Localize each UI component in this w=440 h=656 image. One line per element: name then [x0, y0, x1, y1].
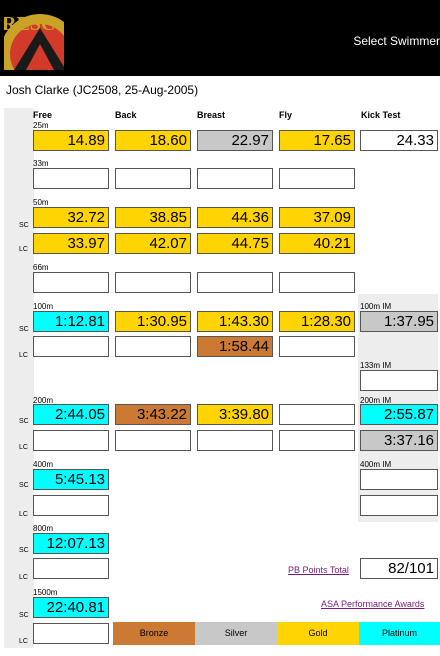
free-66-time[interactable]: [33, 272, 109, 293]
fly-50-sc-time[interactable]: 37.09: [279, 207, 355, 228]
breast-50-lc-time[interactable]: 44.75: [197, 233, 273, 254]
label-sc-1500: SC: [19, 612, 29, 619]
label-lc-800: LC: [19, 574, 28, 581]
fly-100-lc-time[interactable]: [279, 336, 355, 357]
free-100-lc-time[interactable]: [33, 336, 109, 357]
im-400-lc-time[interactable]: [360, 495, 438, 516]
fly-33-time[interactable]: [279, 168, 355, 189]
col-fly: Fly: [279, 110, 293, 120]
label-lc-100: LC: [19, 352, 28, 359]
free-33-time[interactable]: [33, 168, 109, 189]
label-lc-200: LC: [19, 444, 28, 451]
free-200-lc-time[interactable]: [33, 430, 109, 451]
label-200m: 200m: [33, 396, 54, 405]
label-100m: 100m: [33, 302, 54, 311]
label-800m: 800m: [33, 524, 54, 533]
im-200-sc-time[interactable]: 2:55.87: [360, 404, 438, 425]
breast-25-time[interactable]: 22.97: [197, 130, 273, 151]
legend-gold: Gold: [277, 622, 359, 645]
legend-silver: Silver: [195, 622, 277, 645]
swimmer-name: Josh Clarke (JC2508, 25-Aug-2005): [6, 83, 199, 97]
breast-200-sc-time[interactable]: 3:39.80: [197, 404, 273, 425]
back-50-sc-time[interactable]: 38.85: [115, 207, 191, 228]
free-50-sc-time[interactable]: 32.72: [33, 207, 109, 228]
back-200-lc-time[interactable]: [115, 430, 191, 451]
fly-200-sc-time[interactable]: [279, 404, 355, 425]
select-swimmer-link[interactable]: Select Swimmer: [353, 34, 440, 48]
label-66m: 66m: [33, 263, 49, 272]
breast-50-sc-time[interactable]: 44.36: [197, 207, 273, 228]
label-33m: 33m: [33, 159, 49, 168]
back-25-time[interactable]: 18.60: [115, 130, 191, 151]
legend-bronze: Bronze: [113, 622, 195, 645]
back-100-sc-time[interactable]: 1:30.95: [115, 311, 191, 332]
label-sc-200: SC: [19, 418, 29, 425]
breast-33-time[interactable]: [197, 168, 273, 189]
back-66-time[interactable]: [115, 272, 191, 293]
label-400m: 400m: [33, 460, 54, 469]
label-25m: 25m: [33, 121, 49, 130]
breast-100-lc-time[interactable]: 1:58.44: [197, 336, 273, 357]
im-100-time[interactable]: 1:37.95: [360, 311, 438, 332]
club-logo: RESC: [4, 8, 64, 70]
free-1500-sc-time[interactable]: 22:40.81: [33, 597, 109, 618]
back-33-time[interactable]: [115, 168, 191, 189]
free-100-sc-time[interactable]: 1:12.81: [33, 311, 109, 332]
label-lc-400: LC: [19, 511, 28, 518]
label-200m-im: 200m IM: [360, 396, 392, 405]
kick-test-time[interactable]: 24.33: [360, 130, 438, 151]
free-400-sc-time[interactable]: 5:45.13: [33, 469, 109, 490]
left-band: [4, 108, 34, 648]
free-25-time[interactable]: 14.89: [33, 130, 109, 151]
fly-200-lc-time[interactable]: [279, 430, 355, 451]
free-800-sc-time[interactable]: 12:07.13: [33, 533, 109, 554]
pb-grid: Free Back Breast Fly Kick Test 25m 14.89…: [0, 106, 440, 656]
breast-200-lc-time[interactable]: [197, 430, 273, 451]
im-133-time[interactable]: [360, 370, 438, 391]
label-133m-im: 133m IM: [360, 361, 392, 370]
label-50m: 50m: [33, 198, 49, 207]
col-free: Free: [33, 110, 53, 120]
breast-66-time[interactable]: [197, 272, 273, 293]
label-lc-1500: LC: [19, 638, 28, 645]
col-kick: Kick Test: [361, 110, 401, 120]
legend-platinum: Platinum: [359, 622, 440, 645]
label-1500m: 1500m: [33, 588, 58, 597]
label-100m-im: 100m IM: [360, 302, 392, 311]
breast-100-sc-time[interactable]: 1:43.30: [197, 311, 273, 332]
free-50-lc-time[interactable]: 33.97: [33, 233, 109, 254]
free-400-lc-time[interactable]: [33, 495, 109, 516]
fly-100-sc-time[interactable]: 1:28.30: [279, 311, 355, 332]
back-50-lc-time[interactable]: 42.07: [115, 233, 191, 254]
im-200-lc-time[interactable]: 3:37.16: [360, 430, 438, 451]
free-800-lc-time[interactable]: [33, 558, 109, 579]
pb-points-total: 82/101: [360, 558, 438, 579]
fly-50-lc-time[interactable]: 40.21: [279, 233, 355, 254]
label-sc-50: SC: [19, 222, 29, 229]
free-1500-lc-time[interactable]: [33, 623, 109, 644]
label-sc-100: SC: [19, 326, 29, 333]
pb-points-link[interactable]: PB Points Total: [288, 565, 349, 575]
fly-25-time[interactable]: 17.65: [279, 130, 355, 151]
free-200-sc-time[interactable]: 2:44.05: [33, 404, 109, 425]
back-100-lc-time[interactable]: [115, 336, 191, 357]
label-sc-800: SC: [19, 547, 29, 554]
fly-66-time[interactable]: [279, 272, 355, 293]
col-breast: Breast: [197, 110, 226, 120]
back-200-sc-time[interactable]: 3:43.22: [115, 404, 191, 425]
label-lc-50: LC: [19, 246, 28, 253]
svg-text:RESC: RESC: [4, 13, 55, 35]
col-back: Back: [115, 110, 137, 120]
asa-awards-link[interactable]: ASA Performance Awards: [321, 599, 425, 609]
im-400-sc-time[interactable]: [360, 469, 438, 490]
header-bar: RESC Select Swimmer: [0, 0, 440, 76]
label-400m-im: 400m IM: [360, 460, 392, 469]
label-sc-400: SC: [19, 482, 29, 489]
